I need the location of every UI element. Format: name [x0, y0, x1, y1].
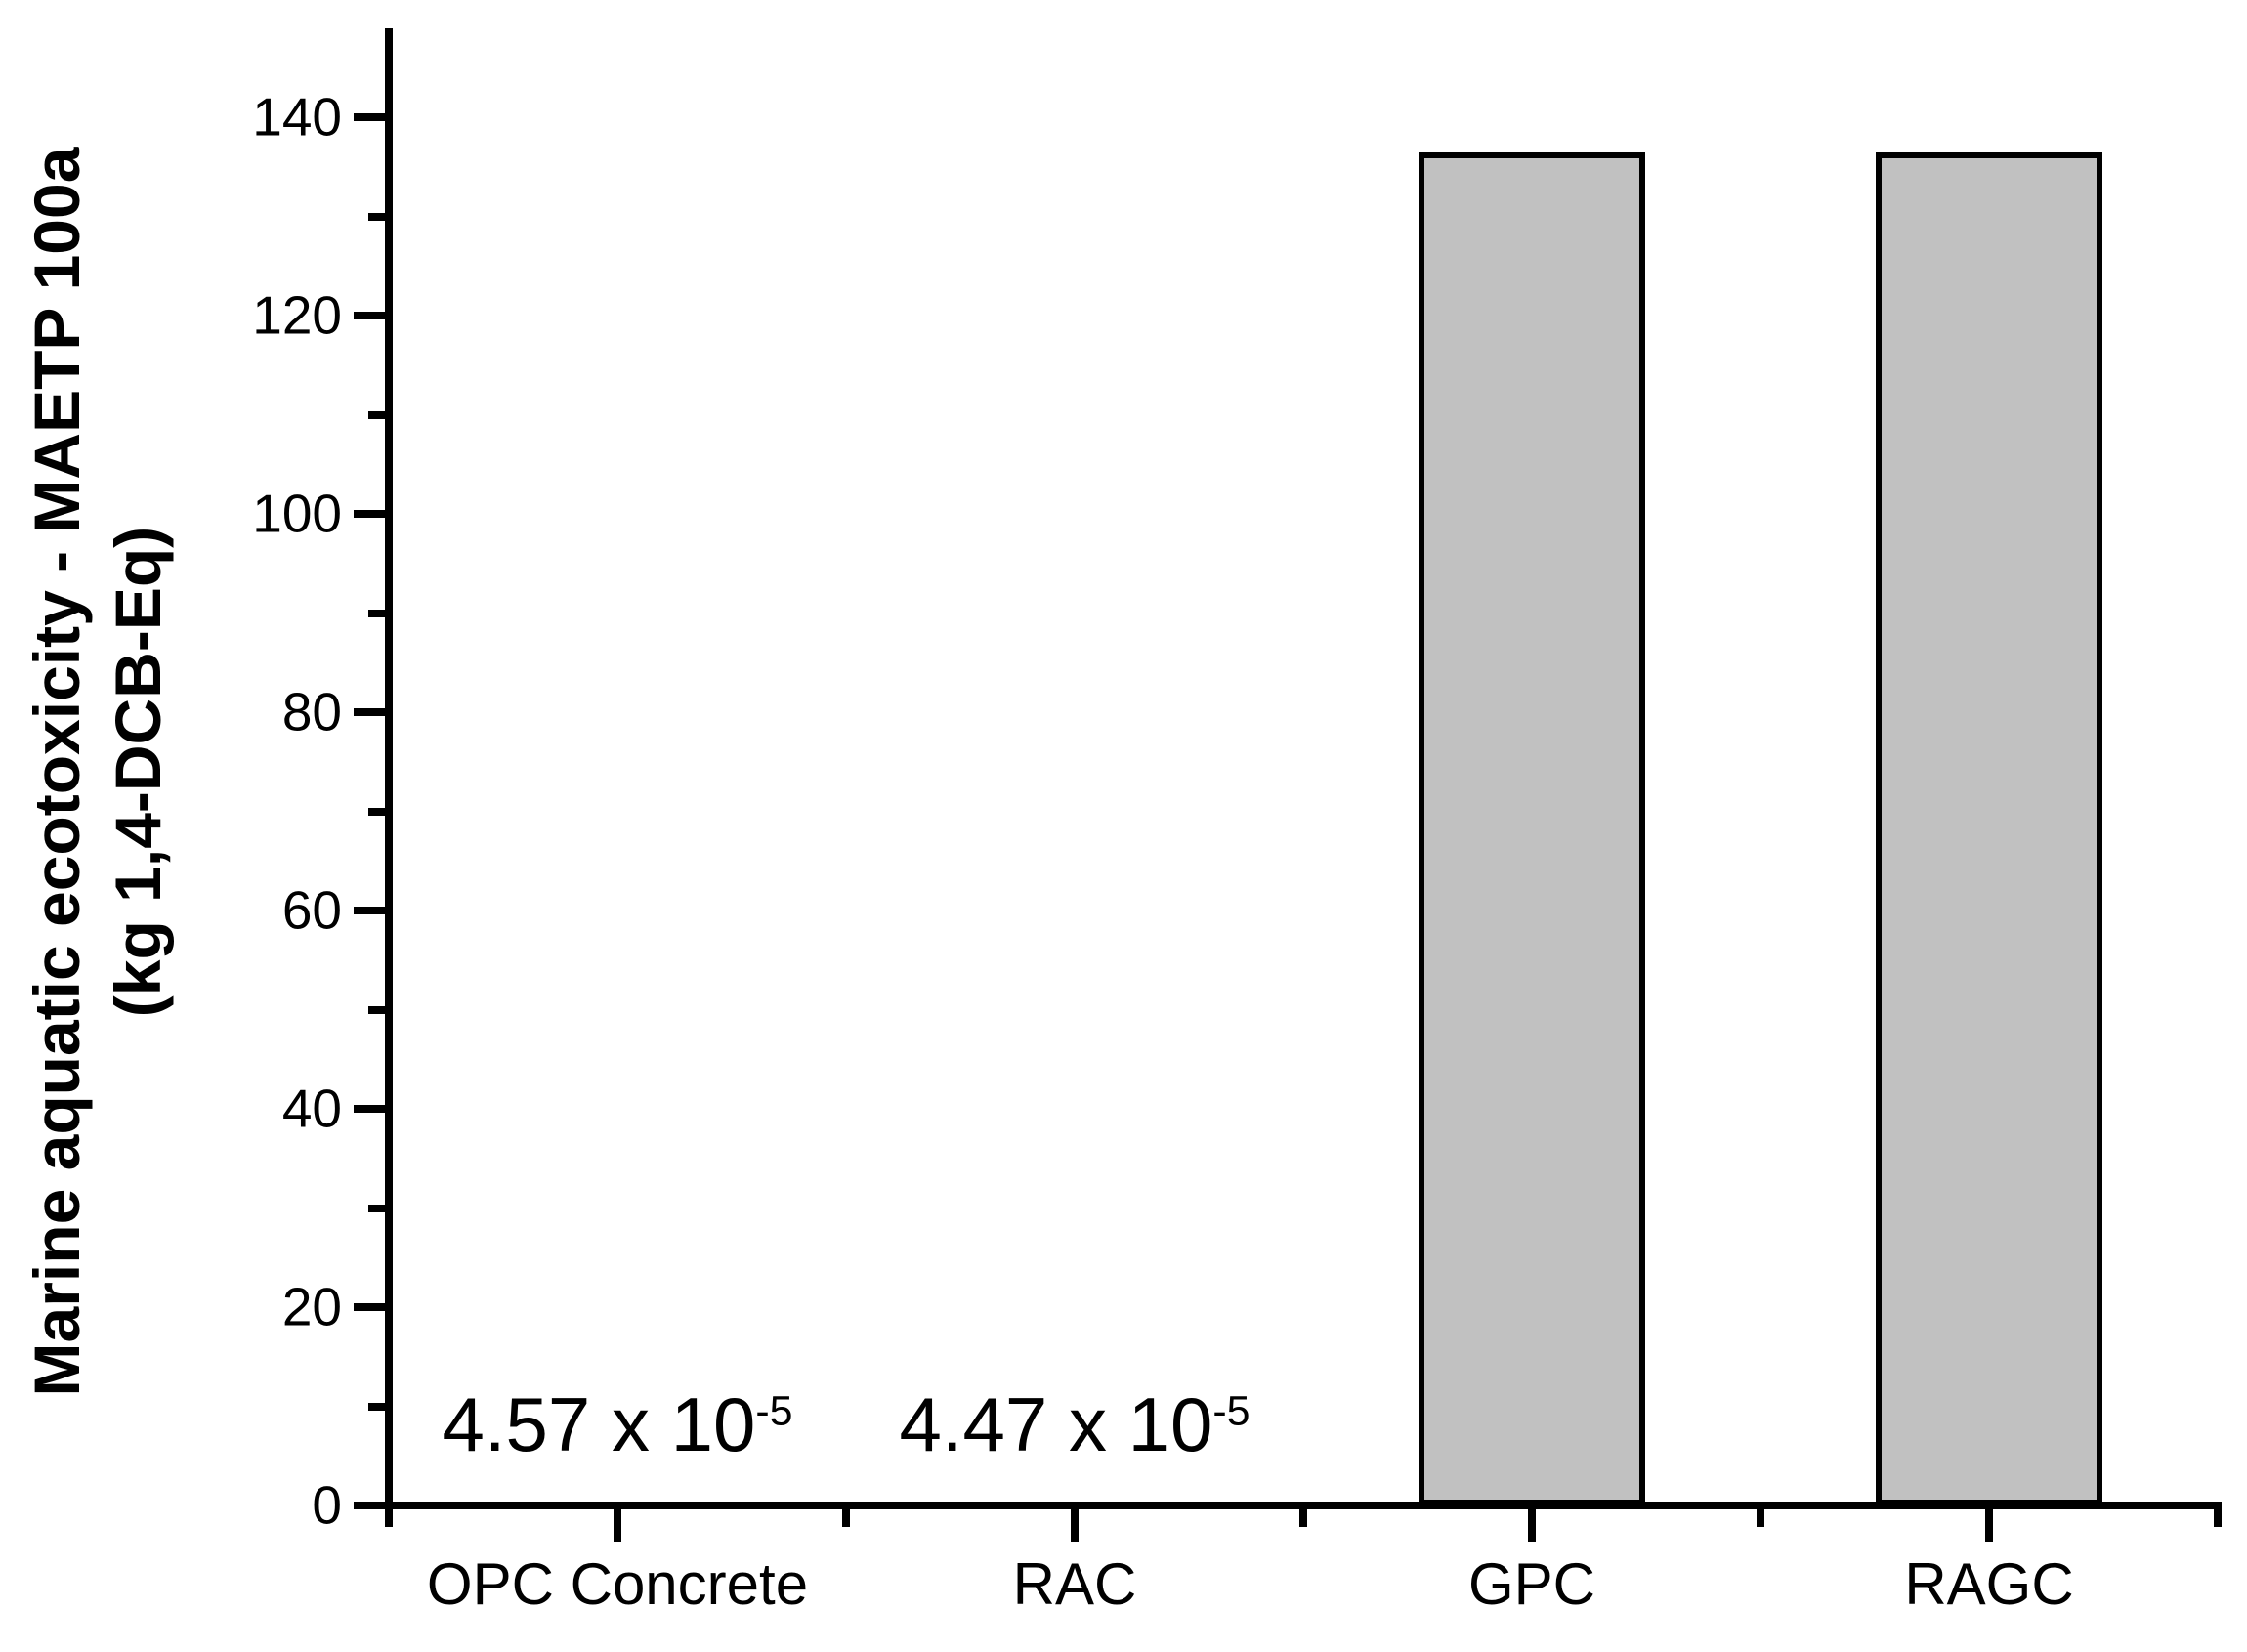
value-annotation-mantissa: 4.57 x 10 — [442, 1381, 756, 1467]
value-annotation-exponent: -5 — [755, 1387, 793, 1435]
x-major-tick — [614, 1509, 621, 1542]
x-category-label: GPC — [1467, 1551, 1596, 1617]
value-annotation: 4.57 x 10-5 — [246, 1380, 989, 1468]
y-major-tick — [354, 1303, 385, 1311]
y-minor-tick — [368, 213, 385, 221]
y-axis-title-line1: Marine aquatic ecotoxicity - MAETP 100a — [21, 147, 93, 1397]
y-major-tick — [354, 113, 385, 121]
y-minor-tick — [368, 610, 385, 617]
y-tick-label: 40 — [281, 1078, 342, 1139]
x-category-label: OPC Concrete — [426, 1551, 809, 1617]
bar-gpc — [1419, 152, 1645, 1505]
value-annotation-exponent: -5 — [1212, 1387, 1251, 1435]
y-minor-tick — [368, 1403, 385, 1411]
y-tick-label: 80 — [281, 681, 342, 742]
x-category-label: RAGC — [1904, 1551, 2074, 1617]
y-tick-label: 140 — [252, 86, 342, 148]
y-tick-label: 100 — [252, 483, 342, 544]
x-minor-tick — [1299, 1509, 1307, 1527]
x-major-tick — [1071, 1509, 1079, 1542]
y-major-tick — [354, 907, 385, 914]
x-minor-tick — [385, 1509, 393, 1527]
y-major-tick — [354, 1105, 385, 1113]
x-axis-line — [385, 1502, 2222, 1509]
x-minor-tick — [842, 1509, 850, 1527]
y-major-tick — [354, 510, 385, 518]
value-annotation-mantissa: 4.47 x 10 — [899, 1381, 1213, 1467]
y-tick-label: 60 — [281, 879, 342, 941]
y-major-tick — [354, 708, 385, 716]
y-minor-tick — [368, 808, 385, 816]
x-major-tick — [1985, 1509, 1993, 1542]
value-annotation: 4.47 x 10-5 — [703, 1380, 1446, 1468]
y-tick-label: 120 — [252, 284, 342, 346]
x-minor-tick — [2214, 1509, 2222, 1527]
y-major-tick — [354, 312, 385, 319]
y-minor-tick — [368, 1006, 385, 1014]
y-tick-label: 0 — [312, 1474, 342, 1536]
bar-ragc — [1876, 152, 2102, 1505]
y-major-tick — [354, 1502, 385, 1509]
y-tick-label: 20 — [281, 1276, 342, 1337]
x-major-tick — [1528, 1509, 1536, 1542]
x-category-label: RAC — [1012, 1551, 1137, 1617]
y-minor-tick — [368, 1205, 385, 1212]
y-minor-tick — [368, 411, 385, 419]
x-minor-tick — [1757, 1509, 1764, 1527]
y-axis-line — [385, 28, 393, 1509]
